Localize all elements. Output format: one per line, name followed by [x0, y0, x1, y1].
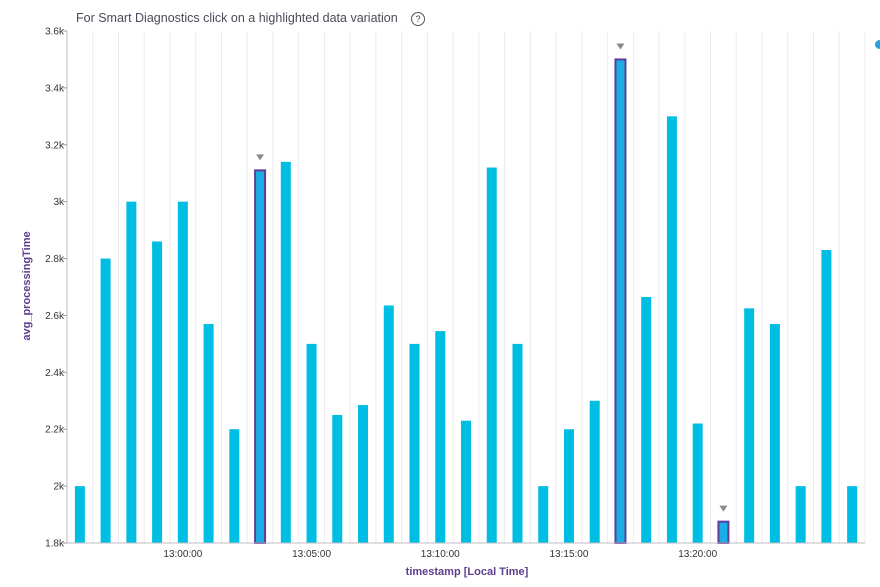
help-icon[interactable]: ?: [411, 12, 425, 26]
bar[interactable]: [744, 308, 755, 543]
bar[interactable]: [280, 161, 291, 543]
bar[interactable]: [795, 486, 806, 543]
bar[interactable]: [769, 323, 780, 543]
anomaly-marker-icon[interactable]: [256, 154, 265, 161]
bar[interactable]: [563, 429, 574, 543]
bar[interactable]: [538, 486, 549, 543]
bar-highlighted[interactable]: [614, 58, 627, 544]
bar[interactable]: [229, 429, 240, 543]
x-tick-label: 13:00:00: [163, 549, 202, 560]
bar[interactable]: [306, 343, 317, 543]
legend-dot-icon[interactable]: [875, 40, 880, 49]
y-tick-label: 3.2k: [45, 140, 65, 151]
bar[interactable]: [126, 201, 137, 543]
y-tick-label: 2.4k: [45, 368, 65, 379]
anomaly-marker-icon[interactable]: [616, 43, 625, 50]
y-tick-label: 3.6k: [45, 27, 65, 38]
bar[interactable]: [358, 405, 369, 543]
bar[interactable]: [821, 250, 832, 543]
y-tick-label: 2.2k: [45, 425, 65, 436]
bar[interactable]: [152, 241, 163, 543]
bar[interactable]: [409, 343, 420, 543]
bar[interactable]: [847, 486, 858, 543]
x-tick-label: 13:10:00: [421, 549, 460, 560]
bar[interactable]: [461, 420, 471, 543]
x-tick-label: 13:05:00: [292, 549, 331, 560]
chart-bars: [74, 43, 858, 545]
chart-gridlines: [66, 31, 866, 543]
bar[interactable]: [666, 116, 677, 543]
anomaly-marker-icon[interactable]: [719, 505, 728, 512]
bar-highlighted[interactable]: [254, 169, 267, 544]
y-axis: 1.8k 2k 2.2k 2.4k 2.6k 2.8k 3k 3.2k 3.4k 3.6k: [45, 27, 68, 550]
bar[interactable]: [435, 331, 446, 543]
bar[interactable]: [203, 323, 214, 543]
bar[interactable]: [512, 343, 523, 543]
y-tick-label: 2k: [53, 482, 65, 493]
bar-highlighted[interactable]: [717, 520, 730, 545]
smart-diagnostics-banner: For Smart Diagnostics click on a highlig…: [76, 11, 398, 25]
x-tick-label: 13:15:00: [549, 549, 588, 560]
bar[interactable]: [641, 296, 652, 543]
x-tick-label: 13:20:00: [678, 549, 717, 560]
bar[interactable]: [74, 486, 85, 543]
bar[interactable]: [486, 167, 497, 544]
y-axis-title: avg_processingTime: [21, 231, 33, 340]
bar[interactable]: [332, 415, 343, 543]
y-tick-label: 3k: [53, 197, 65, 208]
bar[interactable]: [692, 423, 703, 543]
bar[interactable]: [177, 201, 188, 543]
bar[interactable]: [589, 400, 600, 543]
y-tick-label: 1.8k: [45, 539, 65, 550]
x-axis: 13:00:00 13:05:00 13:10:00 13:15:00 13:20:00: [67, 542, 865, 560]
y-tick-label: 2.8k: [45, 254, 65, 265]
x-axis-title: timestamp [Local Time]: [406, 566, 529, 578]
y-tick-label: 2.6k: [45, 311, 65, 322]
bar[interactable]: [100, 258, 111, 543]
y-tick-label: 3.4k: [45, 83, 65, 94]
bar[interactable]: [383, 305, 394, 543]
